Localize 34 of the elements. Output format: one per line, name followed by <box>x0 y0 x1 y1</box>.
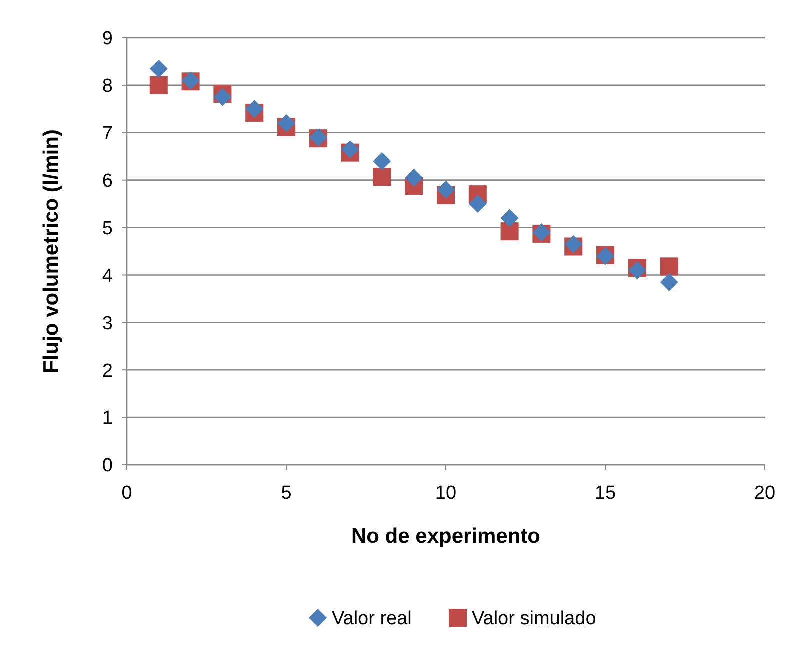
point <box>468 195 487 214</box>
y-tick-label: 3 <box>102 313 113 334</box>
point <box>150 76 168 94</box>
point <box>373 152 392 170</box>
point <box>405 168 424 187</box>
point <box>660 273 678 292</box>
x-tick-label: 10 <box>435 483 457 504</box>
y-tick-label: 8 <box>102 76 113 98</box>
point <box>500 222 519 241</box>
x-tick-label: 0 <box>122 483 132 504</box>
legend-label: Valor real <box>332 608 412 630</box>
point <box>500 209 519 228</box>
y-tick-label: 1 <box>102 408 113 430</box>
y-tick-label: 9 <box>102 28 113 50</box>
y-tick-label: 4 <box>102 266 114 287</box>
point <box>341 140 360 158</box>
point <box>373 168 392 186</box>
legend-label: Valor simulado <box>472 608 596 630</box>
x-tick-label: 5 <box>281 483 292 504</box>
y-tick-label: 7 <box>102 124 113 145</box>
x-tick-label: 20 <box>754 483 776 504</box>
point <box>214 88 232 106</box>
x-axis-title: No de experimento <box>351 525 541 548</box>
point <box>150 60 168 78</box>
y-tick-label: 2 <box>102 360 113 382</box>
y-tick-label: 5 <box>102 218 113 240</box>
point <box>246 100 264 118</box>
x-tick-label: 15 <box>594 483 616 504</box>
y-tick-label: 6 <box>102 170 113 192</box>
y-tick-label: 0 <box>102 456 113 477</box>
point <box>660 258 678 276</box>
y-axis-title: Flujo volumetrico (l/min) <box>40 130 63 374</box>
point <box>278 114 296 132</box>
point <box>437 180 455 199</box>
